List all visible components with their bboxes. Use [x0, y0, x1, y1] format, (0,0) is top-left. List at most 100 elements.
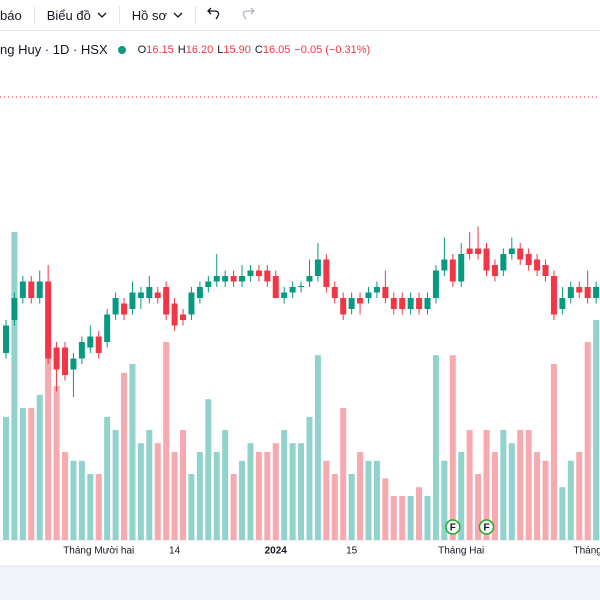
candle-body — [70, 358, 77, 370]
volume-bar — [247, 443, 254, 540]
volume-bar — [129, 364, 136, 540]
candle-body — [534, 259, 541, 271]
candle-body — [542, 265, 549, 276]
volume-bar — [508, 443, 515, 540]
x-tick-label: Tháng Hai — [438, 546, 484, 557]
volume-bar — [323, 460, 330, 540]
candle-body — [475, 248, 482, 254]
toolbar-item[interactable]: báo — [0, 6, 35, 24]
candle-body — [45, 281, 52, 359]
volume-bar — [230, 474, 237, 540]
volume-bar — [255, 452, 262, 540]
volume-bar — [121, 372, 128, 540]
volume-bar — [458, 452, 465, 540]
chevron — [173, 12, 183, 18]
volume-bar — [196, 452, 203, 540]
volume-bar — [205, 399, 212, 540]
event-marker — [445, 519, 461, 535]
toolbar-item[interactable]: Hồ sơ — [120, 6, 197, 24]
event-marker-label: F — [483, 523, 489, 534]
candle-body — [180, 314, 187, 320]
candle-body — [357, 298, 364, 304]
ohlc-value: 16.20 — [185, 43, 214, 56]
volume-bar — [78, 460, 85, 540]
candle-body — [298, 285, 305, 287]
candle-body — [19, 281, 26, 298]
ohlc-value: 15.90 — [223, 43, 251, 56]
candle-body — [390, 298, 397, 309]
undo-redo[interactable] — [196, 5, 266, 25]
volume-bar — [432, 355, 439, 540]
candle-body — [205, 281, 212, 287]
volume-bar — [331, 474, 338, 540]
x-tick-label: 15 — [346, 546, 358, 557]
candle-body — [62, 347, 69, 375]
candle-body — [112, 298, 119, 315]
volume-bar — [137, 443, 144, 540]
volume-bar — [70, 460, 77, 540]
candle-body — [373, 287, 380, 293]
volume-bar — [357, 452, 364, 540]
volume-bar — [298, 443, 305, 540]
candle-body — [272, 276, 279, 298]
volume-bar — [416, 487, 423, 540]
toolbar-label: Hồ sơ — [131, 7, 168, 23]
candle-body — [3, 325, 9, 353]
candle-body — [87, 336, 94, 348]
x-tick-label: 14 — [169, 546, 181, 557]
chevron — [97, 12, 107, 18]
candle-body — [11, 298, 18, 320]
candle-body — [255, 270, 262, 276]
candle-body — [28, 281, 35, 298]
ohlc-key: O — [137, 43, 147, 56]
candle-body — [382, 287, 389, 298]
volume-bar — [95, 474, 102, 540]
candle-body — [137, 292, 144, 298]
volume-bar — [466, 430, 473, 540]
candle-body — [188, 292, 195, 315]
volume-bar — [87, 474, 94, 540]
candle-body — [550, 276, 557, 315]
candle-body — [323, 259, 330, 287]
toolbar-item[interactable]: Biểu đồ — [35, 6, 120, 24]
candle-body — [314, 259, 321, 276]
candle-body — [104, 314, 111, 342]
legend: ng Huy · 1D · HSX O 16.15 H 16.20 L 15.90 C 16.… — [0, 42, 370, 57]
volume-bar — [390, 496, 397, 540]
volume-bar — [19, 408, 26, 540]
ohlc: O 16.15 H 16.20 L 15.90 C 16.05 — [134, 44, 291, 56]
candle-body — [458, 254, 465, 282]
volume-bar — [53, 386, 60, 540]
symbol-title: ng Huy · 1D · HSX — [0, 42, 108, 57]
candle-body — [264, 270, 271, 282]
volume-bar — [550, 364, 557, 540]
volume-bar — [163, 342, 170, 540]
volume-bar — [407, 496, 414, 540]
candle-body — [466, 248, 473, 254]
candle-body — [239, 276, 246, 282]
candle-body — [593, 287, 600, 298]
volume-bar — [593, 320, 600, 540]
candle-body — [289, 287, 296, 293]
x-tick-label: Tháng Mười hai — [63, 546, 134, 557]
candle-body — [576, 287, 583, 293]
volume-bar — [222, 430, 229, 540]
volume-bar — [567, 460, 574, 540]
status-dot — [117, 45, 126, 54]
candle-body — [196, 287, 203, 298]
volume-bar — [36, 394, 43, 540]
volume-bar — [576, 452, 583, 540]
volume-bar — [289, 443, 296, 540]
volume-bar — [171, 452, 178, 540]
candle-body — [424, 298, 431, 309]
candle-body — [432, 270, 439, 298]
candle-body — [146, 287, 153, 298]
candle-body — [399, 298, 406, 309]
volume-bar — [491, 452, 498, 540]
volume-bar — [62, 452, 69, 540]
volume-bar — [314, 355, 321, 540]
candle-body — [95, 336, 102, 353]
candle-body — [281, 292, 288, 298]
